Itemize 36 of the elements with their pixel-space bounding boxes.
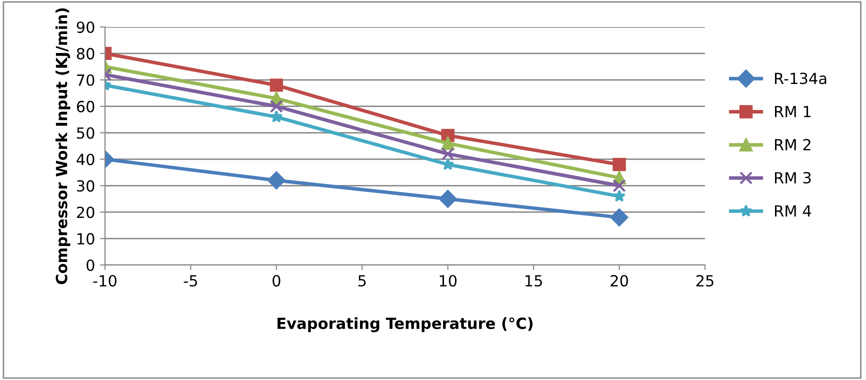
legend-label: R-134a [775,72,826,84]
x-tick-label: 15 [526,275,542,287]
y-tick-label: 60 [76,100,94,112]
y-axis-title: Compressor Work Input (KJ/min) [55,8,70,284]
point [612,190,626,202]
x-tick-label: -10 [93,274,116,287]
legend-label: RM 1 [775,106,810,118]
point [612,179,626,192]
y-tick-label: 50 [77,127,94,139]
x-tick-label: 0 [272,274,280,287]
y-tick-label: 10 [78,233,94,245]
legend-label: RM 3 [775,172,811,184]
point [612,158,626,172]
x-tick-label: 20 [610,274,628,287]
x-axis-title: Evaporating Temperature (°C) [278,317,533,332]
x-tick-label: 5 [358,275,366,287]
y-tick-label: 90 [76,21,94,34]
point [270,78,284,92]
y-tick-label: 40 [76,154,94,166]
legend-label: RM 2 [775,138,810,150]
point [270,100,284,113]
point [270,110,283,122]
y-tick-label: 70 [77,74,94,86]
x-tick-label: 25 [696,274,714,287]
x-tick-label: 10 [440,274,457,287]
point [441,136,454,150]
point [610,208,628,226]
point [441,147,454,161]
y-tick-label: 80 [76,48,94,60]
y-tick-label: 20 [76,206,94,218]
point [438,190,457,208]
x-tick-label: -5 [184,275,197,287]
point [268,171,286,190]
y-tick-label: 0 [86,259,94,272]
y-tick-label: 30 [77,180,94,192]
legend-label: RM 4 [775,205,812,216]
